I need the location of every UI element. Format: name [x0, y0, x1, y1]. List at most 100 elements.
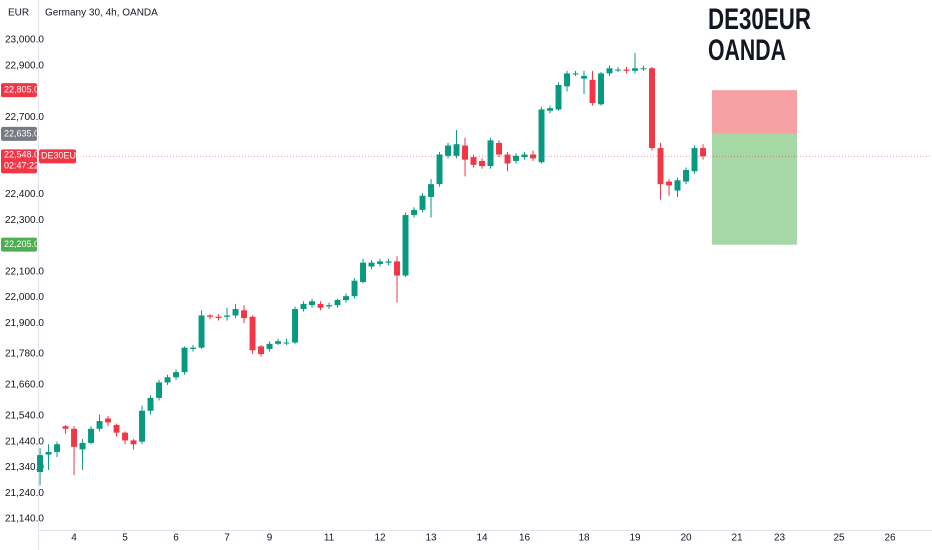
candle-body: [589, 79, 596, 104]
candle-body: [691, 148, 698, 172]
y-tick-label: 21,900.0: [5, 318, 44, 329]
candle-body: [45, 451, 52, 455]
x-tick-label: 4: [71, 533, 77, 544]
candle-body: [428, 184, 435, 198]
x-tick-label: 13: [425, 533, 437, 544]
candle-body: [207, 315, 214, 317]
price-badge: [1, 126, 37, 141]
candle-body: [479, 160, 485, 167]
candle-body: [700, 148, 706, 157]
y-tick-label: 22,700.0: [5, 112, 44, 123]
x-tick-label: 11: [324, 533, 335, 544]
candle-body: [249, 316, 256, 351]
candle-body: [530, 154, 536, 159]
candle-body: [309, 301, 316, 306]
candle-body: [54, 444, 61, 452]
candle-body: [496, 142, 502, 155]
candle-body: [198, 315, 205, 348]
currency: EUR: [8, 8, 29, 19]
candle-body: [139, 410, 146, 442]
candle-body: [521, 154, 528, 158]
candle-body: [649, 68, 655, 149]
y-tick-label: 21,240.0: [5, 488, 44, 499]
candle-body: [470, 157, 477, 165]
candle-body: [513, 155, 519, 161]
candle-body: [190, 347, 197, 349]
candle-body: [351, 280, 358, 297]
last-price-label: 22,548.0: [4, 150, 39, 160]
x-tick-label: 18: [578, 533, 590, 544]
symbol-label: DE30EUR: [41, 151, 83, 161]
y-tick-label: 22,400.0: [5, 189, 44, 200]
target-zone: [712, 133, 797, 245]
candle-body: [666, 181, 672, 186]
candle-body: [258, 346, 265, 355]
candle-body: [62, 426, 69, 429]
stop-zone: [712, 90, 797, 134]
x-tick-label: 23: [774, 533, 786, 544]
chart-title: Germany 30, 4h, OANDA: [45, 8, 158, 19]
candle-body: [283, 342, 290, 344]
price-badge-label: 22,635.0: [4, 128, 39, 138]
countdown: 02:47:22: [4, 161, 39, 171]
candle-body: [657, 148, 664, 185]
candle-body: [275, 341, 282, 344]
candle-body: [487, 140, 494, 167]
candle-body: [504, 154, 511, 164]
candle-body: [79, 442, 86, 450]
candle-body: [453, 144, 460, 156]
y-tick-label: 22,900.0: [5, 60, 44, 71]
candle-body: [419, 195, 426, 210]
candle-body: [224, 315, 231, 317]
x-tick-label: 14: [476, 533, 488, 544]
x-tick-label: 25: [833, 533, 845, 544]
candle-body: [572, 73, 579, 75]
candle-body: [266, 343, 273, 349]
y-tick-label: 21,780.0: [5, 349, 44, 360]
candle-body: [300, 303, 307, 310]
candle-body: [96, 421, 103, 429]
candle-body: [547, 108, 553, 111]
symbol-badge: [39, 149, 76, 164]
y-tick-label: 21,440.0: [5, 436, 44, 447]
candle-body: [581, 75, 587, 79]
y-tick-label: 23,000.0: [5, 35, 44, 46]
candle-body: [368, 262, 375, 267]
price-badge: [1, 237, 37, 252]
candle-body: [445, 145, 452, 156]
candle-body: [411, 209, 418, 216]
candle-body: [343, 296, 350, 301]
candle-body: [181, 347, 188, 373]
x-tick-label: 16: [519, 533, 531, 544]
watermark-symbol: DE30EUR: [708, 3, 811, 36]
y-tick-label: 22,300.0: [5, 215, 44, 226]
watermark-broker: OANDA: [708, 34, 786, 67]
x-tick-label: 12: [374, 533, 386, 544]
x-tick-label: 9: [267, 533, 273, 544]
candle-body: [632, 68, 638, 71]
candle-body: [113, 424, 120, 433]
candle-body: [334, 300, 341, 306]
candle-body: [105, 418, 112, 423]
candle-body: [122, 432, 129, 441]
candle-body: [538, 109, 545, 163]
candle-body: [88, 428, 95, 443]
candle-body: [317, 303, 324, 308]
candle-body: [377, 261, 384, 264]
candle-body: [360, 262, 367, 282]
candle-body: [173, 372, 180, 378]
y-tick-label: 22,000.0: [5, 292, 44, 303]
candle-body: [462, 145, 469, 160]
candle-body: [164, 377, 171, 383]
candle-body: [564, 73, 570, 87]
price-badge-label: 22,805.0: [4, 85, 39, 95]
candle-body: [606, 68, 613, 74]
x-tick-label: 26: [884, 533, 896, 544]
x-tick-label: 20: [680, 533, 692, 544]
y-tick-label: 21,540.0: [5, 411, 44, 422]
candle-body: [232, 309, 239, 316]
candle-body: [37, 455, 44, 473]
candle-body: [674, 180, 681, 191]
